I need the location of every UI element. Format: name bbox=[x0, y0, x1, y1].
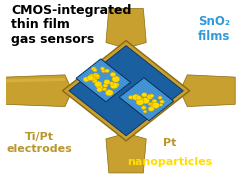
Circle shape bbox=[148, 102, 152, 105]
Circle shape bbox=[93, 73, 99, 77]
Bar bbox=[94, 64, 125, 88]
Circle shape bbox=[93, 68, 97, 72]
Text: nanoparticles: nanoparticles bbox=[127, 157, 212, 167]
Bar bbox=[99, 59, 130, 83]
Circle shape bbox=[110, 72, 116, 77]
Polygon shape bbox=[106, 133, 146, 173]
Circle shape bbox=[97, 88, 102, 92]
Bar bbox=[77, 77, 107, 101]
Circle shape bbox=[151, 102, 157, 107]
Polygon shape bbox=[106, 9, 146, 48]
Circle shape bbox=[95, 74, 99, 78]
Circle shape bbox=[112, 76, 120, 82]
Circle shape bbox=[103, 88, 107, 91]
Circle shape bbox=[136, 96, 141, 100]
Polygon shape bbox=[180, 75, 235, 107]
Circle shape bbox=[150, 94, 154, 98]
Circle shape bbox=[152, 99, 157, 103]
Bar bbox=[85, 70, 116, 94]
Circle shape bbox=[160, 100, 164, 104]
Bar bbox=[78, 76, 109, 100]
Circle shape bbox=[136, 99, 144, 105]
Circle shape bbox=[151, 104, 156, 108]
Circle shape bbox=[143, 110, 147, 113]
Bar bbox=[130, 88, 161, 112]
Polygon shape bbox=[69, 46, 183, 136]
Circle shape bbox=[91, 67, 96, 71]
Circle shape bbox=[141, 106, 146, 110]
Circle shape bbox=[102, 69, 106, 73]
Bar bbox=[137, 82, 168, 106]
Circle shape bbox=[91, 77, 96, 81]
Circle shape bbox=[141, 93, 147, 97]
Circle shape bbox=[87, 75, 94, 81]
FancyBboxPatch shape bbox=[76, 59, 130, 102]
Circle shape bbox=[92, 79, 97, 83]
Polygon shape bbox=[62, 41, 190, 141]
Circle shape bbox=[105, 69, 109, 73]
Circle shape bbox=[100, 67, 105, 70]
Bar bbox=[98, 61, 128, 85]
Bar bbox=[136, 84, 166, 108]
Text: Ti/Pt
electrodes: Ti/Pt electrodes bbox=[7, 132, 73, 154]
Circle shape bbox=[128, 96, 133, 99]
Circle shape bbox=[132, 94, 140, 100]
Bar bbox=[134, 85, 164, 109]
Bar bbox=[122, 95, 152, 119]
Bar bbox=[125, 92, 155, 116]
Circle shape bbox=[95, 76, 99, 79]
Circle shape bbox=[96, 84, 103, 90]
Circle shape bbox=[93, 74, 100, 79]
Circle shape bbox=[142, 98, 150, 104]
Text: SnO₂
films: SnO₂ films bbox=[198, 15, 231, 43]
Circle shape bbox=[94, 81, 102, 87]
Bar bbox=[139, 81, 169, 105]
Bar bbox=[84, 72, 114, 96]
Circle shape bbox=[159, 104, 163, 106]
Text: CMOS-integrated
thin film
gas sensors: CMOS-integrated thin film gas sensors bbox=[11, 4, 131, 46]
FancyBboxPatch shape bbox=[119, 78, 174, 121]
Bar bbox=[91, 66, 121, 90]
Polygon shape bbox=[5, 78, 65, 82]
Bar bbox=[141, 80, 171, 104]
Circle shape bbox=[158, 96, 162, 99]
Circle shape bbox=[90, 75, 97, 81]
Bar bbox=[87, 69, 118, 93]
Circle shape bbox=[152, 102, 160, 108]
Circle shape bbox=[89, 74, 95, 78]
Bar bbox=[143, 78, 173, 102]
Circle shape bbox=[103, 84, 108, 87]
Bar bbox=[123, 93, 154, 117]
Circle shape bbox=[83, 77, 89, 82]
Bar bbox=[80, 74, 111, 98]
Circle shape bbox=[105, 90, 113, 96]
Circle shape bbox=[109, 82, 114, 85]
Bar bbox=[129, 89, 159, 113]
Circle shape bbox=[102, 88, 106, 91]
Bar bbox=[96, 62, 126, 86]
Bar bbox=[132, 87, 163, 111]
Circle shape bbox=[104, 80, 110, 84]
Bar bbox=[127, 91, 157, 115]
Circle shape bbox=[148, 106, 154, 111]
Polygon shape bbox=[5, 75, 72, 107]
Text: Pt: Pt bbox=[163, 138, 176, 148]
Bar bbox=[89, 68, 119, 92]
Bar bbox=[82, 73, 112, 97]
Bar bbox=[120, 96, 150, 120]
Circle shape bbox=[136, 97, 144, 103]
Circle shape bbox=[110, 83, 118, 89]
Bar bbox=[92, 65, 123, 89]
Circle shape bbox=[147, 94, 153, 99]
Circle shape bbox=[114, 83, 119, 87]
